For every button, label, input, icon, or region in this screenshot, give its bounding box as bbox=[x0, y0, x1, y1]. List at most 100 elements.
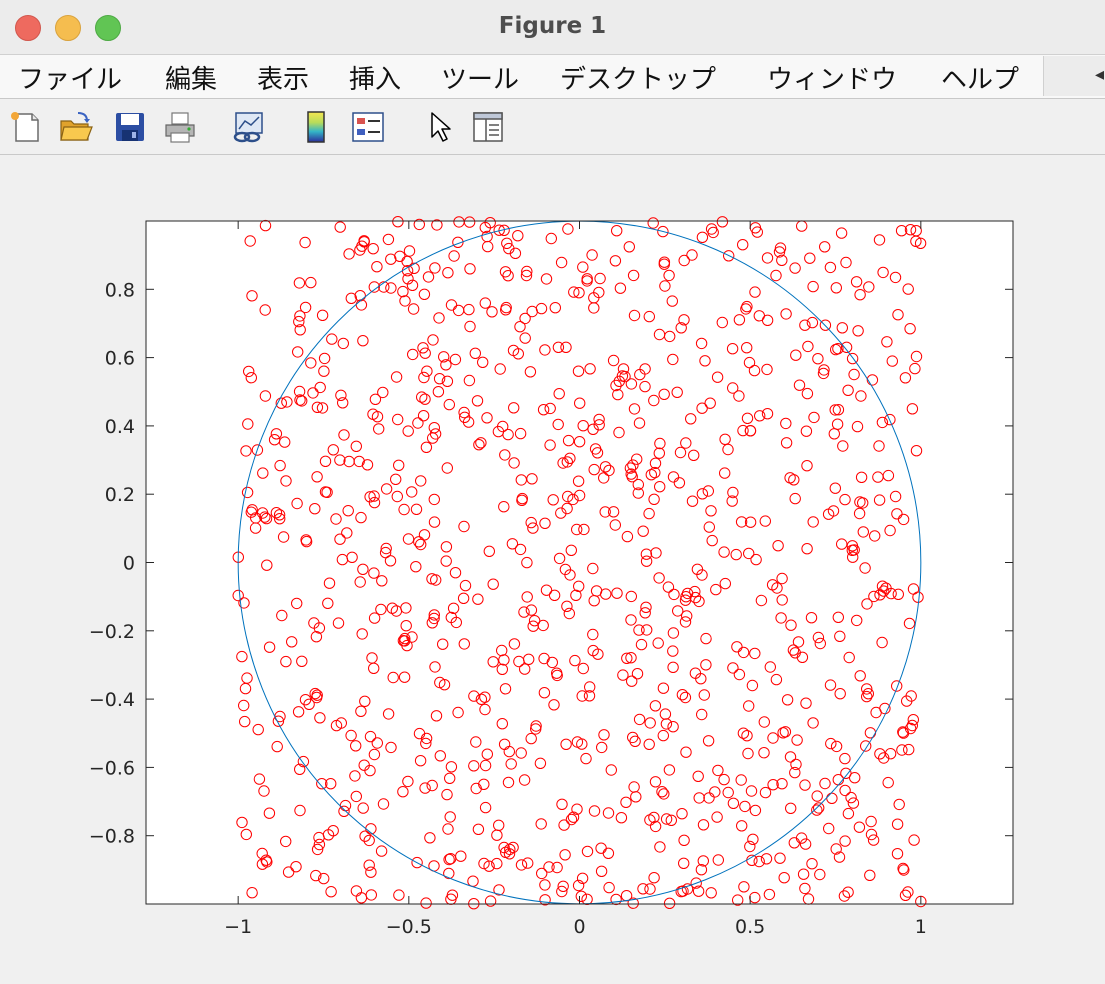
scatter-point bbox=[695, 673, 707, 685]
scatter-point bbox=[528, 615, 541, 627]
save-icon[interactable] bbox=[112, 109, 148, 145]
scatter-point bbox=[897, 726, 909, 738]
scatter-point bbox=[499, 449, 511, 461]
scatter-point bbox=[525, 732, 537, 745]
scatter-point bbox=[368, 748, 381, 761]
scatter-point bbox=[631, 668, 644, 680]
menu-file[interactable]: ファイル bbox=[18, 65, 123, 95]
scatter-point bbox=[547, 494, 559, 506]
x-tick-label: −1 bbox=[224, 916, 252, 938]
scatter-point bbox=[881, 336, 893, 348]
scatter-plot[interactable]: −1 −0.5 0 0.5 1 −0.8 −0.6 −0.4 −0.2 0 0.2 0.4 0.6 0.… bbox=[0, 155, 1105, 980]
scatter-point bbox=[261, 856, 273, 868]
scatter-point bbox=[891, 680, 903, 692]
scatter-point bbox=[527, 522, 539, 534]
scatter-point bbox=[393, 459, 405, 471]
scatter-point bbox=[441, 375, 454, 388]
scatter-point bbox=[563, 607, 575, 620]
menu-view[interactable]: 表示 bbox=[257, 65, 310, 95]
scatter-point bbox=[832, 404, 845, 416]
new-figure-icon[interactable] bbox=[8, 109, 44, 145]
pointer-icon[interactable] bbox=[422, 109, 458, 145]
scatter-point bbox=[602, 807, 615, 819]
menu-desktop[interactable]: デスクトップ bbox=[560, 65, 717, 95]
scatter-point bbox=[538, 687, 551, 699]
scatter-point bbox=[742, 747, 754, 760]
scatter-point bbox=[457, 592, 470, 604]
minimize-window-button[interactable] bbox=[55, 15, 81, 41]
scatter-point bbox=[904, 224, 917, 236]
scatter-point bbox=[741, 342, 753, 354]
scatter-point bbox=[744, 840, 756, 853]
menu-help[interactable]: ヘルプ bbox=[941, 65, 1020, 95]
insert-legend-icon[interactable] bbox=[350, 109, 386, 145]
insert-colorbar-icon[interactable] bbox=[298, 109, 334, 145]
scatter-point bbox=[239, 715, 251, 728]
scatter-point bbox=[873, 494, 886, 506]
close-window-button[interactable] bbox=[15, 15, 41, 41]
property-inspector-icon[interactable] bbox=[470, 109, 506, 145]
scatter-point bbox=[575, 890, 587, 902]
scatter-point bbox=[514, 543, 527, 556]
scatter-point bbox=[632, 478, 644, 491]
scatter-point bbox=[870, 706, 882, 719]
scatter-point bbox=[612, 388, 624, 401]
scatter-point bbox=[493, 819, 505, 831]
print-icon[interactable] bbox=[162, 109, 198, 145]
scatter-point bbox=[433, 373, 446, 385]
scatter-point bbox=[665, 814, 677, 826]
scatter-point bbox=[502, 776, 515, 789]
scatter-point bbox=[338, 429, 350, 441]
scatter-point bbox=[406, 631, 418, 643]
scatter-point bbox=[508, 638, 521, 650]
scatter-point bbox=[319, 486, 332, 498]
zoom-window-button[interactable] bbox=[95, 15, 121, 41]
scatter-point bbox=[369, 393, 382, 406]
scatter-point bbox=[674, 446, 687, 459]
scatter-point bbox=[398, 671, 411, 683]
scatter-point bbox=[588, 292, 600, 304]
scatter-point bbox=[482, 240, 494, 253]
scatter-point bbox=[553, 388, 565, 400]
scatter-point bbox=[587, 628, 599, 641]
scatter-point bbox=[852, 325, 864, 337]
menu-window[interactable]: ウィンドウ bbox=[767, 65, 898, 95]
scatter-point bbox=[842, 886, 854, 898]
scatter-point bbox=[311, 471, 323, 483]
scatter-point bbox=[727, 797, 740, 809]
scatter-point bbox=[705, 505, 717, 517]
scatter-point bbox=[560, 738, 572, 750]
scatter-point bbox=[506, 538, 519, 550]
scatter-point bbox=[318, 365, 330, 377]
menu-overflow-icon[interactable]: ◂ bbox=[1095, 64, 1105, 85]
scatter-point bbox=[539, 344, 551, 356]
scatter-point bbox=[444, 853, 457, 865]
scatter-point bbox=[280, 475, 292, 487]
scatter-point bbox=[526, 305, 538, 318]
scatter-point bbox=[855, 471, 868, 483]
scatter-point bbox=[274, 459, 286, 472]
scatter-point bbox=[696, 231, 709, 244]
menu-tools[interactable]: ツール bbox=[441, 65, 520, 95]
link-plot-icon[interactable] bbox=[230, 109, 266, 145]
scatter-point bbox=[778, 872, 790, 884]
scatter-point bbox=[238, 699, 250, 712]
scatter-point bbox=[572, 365, 585, 377]
scatter-point bbox=[279, 436, 291, 448]
scatter-point bbox=[711, 811, 723, 823]
scatter-point bbox=[678, 314, 690, 326]
scatter-point bbox=[718, 546, 730, 558]
scatter-point bbox=[577, 420, 589, 432]
scatter-point bbox=[447, 602, 460, 614]
scatter-point bbox=[240, 828, 253, 841]
scatter-point bbox=[877, 266, 889, 279]
scatter-point bbox=[749, 647, 761, 660]
open-file-icon[interactable] bbox=[58, 109, 94, 145]
menu-insert[interactable]: 挿入 bbox=[349, 65, 402, 95]
menu-edit[interactable]: 編集 bbox=[165, 65, 218, 95]
scatter-point bbox=[355, 511, 367, 524]
scatter-point bbox=[840, 256, 852, 269]
scatter-point bbox=[417, 342, 429, 354]
scatter-point bbox=[543, 861, 555, 873]
scatter-point bbox=[549, 302, 561, 314]
